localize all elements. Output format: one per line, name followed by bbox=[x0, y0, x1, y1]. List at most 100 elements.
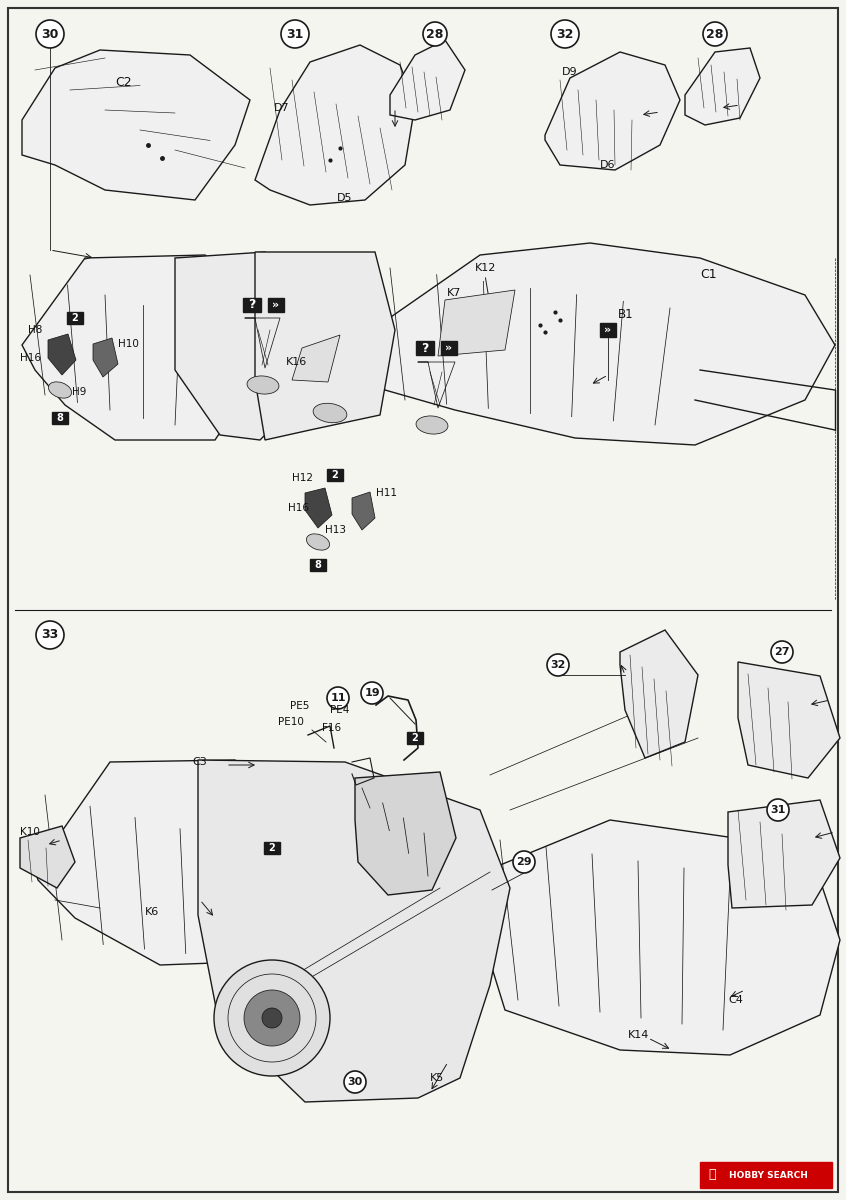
Polygon shape bbox=[620, 630, 698, 758]
Text: H11: H11 bbox=[376, 488, 397, 498]
Polygon shape bbox=[545, 52, 680, 170]
FancyBboxPatch shape bbox=[441, 341, 457, 355]
Text: ?: ? bbox=[249, 299, 255, 312]
FancyBboxPatch shape bbox=[327, 469, 343, 481]
Text: D6: D6 bbox=[600, 160, 616, 170]
Text: H12: H12 bbox=[292, 473, 313, 482]
Circle shape bbox=[423, 22, 447, 46]
Text: 2: 2 bbox=[72, 313, 79, 323]
Text: 28: 28 bbox=[426, 28, 443, 41]
Text: C2: C2 bbox=[115, 76, 132, 89]
Polygon shape bbox=[175, 252, 310, 440]
Text: HOBBY SEARCH: HOBBY SEARCH bbox=[728, 1170, 807, 1180]
Text: K16: K16 bbox=[286, 358, 307, 367]
Polygon shape bbox=[685, 48, 760, 125]
Text: 2: 2 bbox=[332, 470, 338, 480]
Circle shape bbox=[214, 960, 330, 1076]
Polygon shape bbox=[488, 820, 840, 1055]
FancyBboxPatch shape bbox=[416, 341, 434, 355]
Text: 27: 27 bbox=[774, 647, 790, 658]
Text: H10: H10 bbox=[118, 338, 139, 349]
FancyBboxPatch shape bbox=[264, 842, 280, 854]
Circle shape bbox=[281, 20, 309, 48]
FancyBboxPatch shape bbox=[600, 323, 616, 337]
Circle shape bbox=[36, 20, 64, 48]
Text: C3: C3 bbox=[192, 757, 206, 767]
Polygon shape bbox=[352, 492, 375, 530]
Text: 32: 32 bbox=[557, 28, 574, 41]
Text: 8: 8 bbox=[57, 413, 63, 422]
Text: 30: 30 bbox=[348, 1078, 363, 1087]
Text: 19: 19 bbox=[364, 688, 380, 698]
Text: »: » bbox=[272, 300, 279, 310]
Ellipse shape bbox=[313, 403, 347, 422]
Polygon shape bbox=[22, 50, 250, 200]
Circle shape bbox=[36, 622, 64, 649]
Polygon shape bbox=[20, 826, 75, 888]
Polygon shape bbox=[48, 334, 76, 374]
Polygon shape bbox=[355, 772, 456, 895]
Text: PE4: PE4 bbox=[330, 704, 349, 715]
FancyBboxPatch shape bbox=[407, 732, 423, 744]
Text: K7: K7 bbox=[447, 288, 461, 298]
Text: H8: H8 bbox=[28, 325, 42, 335]
Circle shape bbox=[547, 654, 569, 676]
Polygon shape bbox=[438, 290, 515, 356]
Circle shape bbox=[361, 682, 383, 704]
FancyBboxPatch shape bbox=[8, 8, 838, 1192]
Circle shape bbox=[262, 1008, 282, 1028]
Ellipse shape bbox=[306, 534, 330, 550]
Text: ?: ? bbox=[421, 342, 429, 354]
Text: D9: D9 bbox=[562, 67, 578, 77]
Polygon shape bbox=[728, 800, 840, 908]
Polygon shape bbox=[93, 338, 118, 377]
Polygon shape bbox=[305, 488, 332, 528]
Circle shape bbox=[513, 851, 535, 874]
Text: 31: 31 bbox=[771, 805, 786, 815]
Text: »: » bbox=[446, 343, 453, 353]
Ellipse shape bbox=[416, 416, 448, 434]
Text: 29: 29 bbox=[516, 857, 532, 866]
Text: PE5: PE5 bbox=[290, 701, 310, 710]
Circle shape bbox=[703, 22, 727, 46]
Circle shape bbox=[551, 20, 579, 48]
Ellipse shape bbox=[247, 376, 279, 394]
Ellipse shape bbox=[48, 382, 72, 398]
Text: K10: K10 bbox=[20, 827, 40, 838]
Polygon shape bbox=[292, 335, 340, 382]
Polygon shape bbox=[365, 242, 835, 445]
Text: K12: K12 bbox=[475, 263, 497, 272]
Text: 32: 32 bbox=[550, 660, 566, 670]
Text: 2: 2 bbox=[412, 733, 419, 743]
FancyBboxPatch shape bbox=[268, 298, 284, 312]
Polygon shape bbox=[198, 760, 510, 1102]
Text: C1: C1 bbox=[700, 269, 717, 282]
Polygon shape bbox=[390, 40, 465, 120]
Text: 11: 11 bbox=[330, 692, 346, 703]
Text: D7: D7 bbox=[274, 103, 289, 113]
Text: 31: 31 bbox=[286, 28, 304, 41]
Text: PE10: PE10 bbox=[278, 716, 304, 727]
FancyBboxPatch shape bbox=[700, 1162, 832, 1188]
Polygon shape bbox=[35, 760, 345, 965]
Polygon shape bbox=[738, 662, 840, 778]
Text: Ⓣ: Ⓣ bbox=[708, 1169, 716, 1182]
Text: »: » bbox=[604, 325, 612, 335]
Text: H13: H13 bbox=[325, 526, 346, 535]
Text: 28: 28 bbox=[706, 28, 723, 41]
FancyBboxPatch shape bbox=[52, 412, 68, 424]
Circle shape bbox=[244, 990, 300, 1046]
Text: C4: C4 bbox=[728, 995, 743, 1006]
Text: 8: 8 bbox=[315, 560, 321, 570]
Circle shape bbox=[771, 641, 793, 662]
Polygon shape bbox=[255, 44, 415, 205]
Text: 30: 30 bbox=[41, 28, 58, 41]
Text: D5: D5 bbox=[337, 193, 353, 203]
Text: H16: H16 bbox=[20, 353, 41, 362]
Text: 2: 2 bbox=[269, 842, 276, 853]
Text: 33: 33 bbox=[41, 629, 58, 642]
FancyBboxPatch shape bbox=[243, 298, 261, 312]
Text: B1: B1 bbox=[618, 307, 634, 320]
Circle shape bbox=[767, 799, 789, 821]
Text: K5: K5 bbox=[430, 1073, 444, 1082]
